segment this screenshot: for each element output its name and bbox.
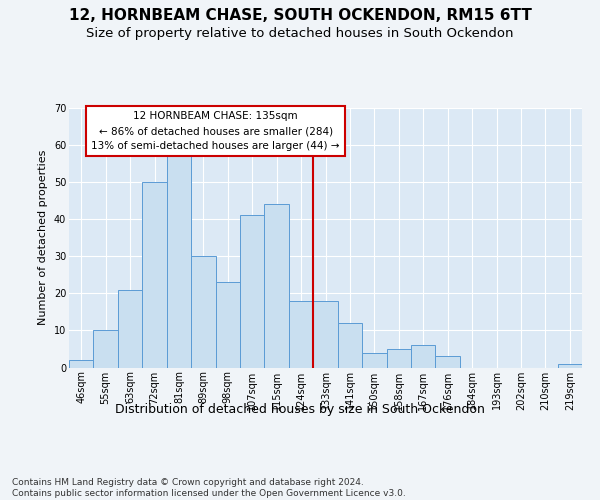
Bar <box>191 256 215 368</box>
Bar <box>118 290 142 368</box>
Bar <box>289 300 313 368</box>
Bar <box>436 356 460 368</box>
Bar <box>313 300 338 368</box>
Bar <box>94 330 118 368</box>
Bar <box>142 182 167 368</box>
Bar <box>215 282 240 368</box>
Bar <box>167 152 191 368</box>
Bar <box>386 349 411 368</box>
Text: 12, HORNBEAM CHASE, SOUTH OCKENDON, RM15 6TT: 12, HORNBEAM CHASE, SOUTH OCKENDON, RM15… <box>68 8 532 22</box>
Text: Distribution of detached houses by size in South Ockendon: Distribution of detached houses by size … <box>115 402 485 415</box>
Text: Size of property relative to detached houses in South Ockendon: Size of property relative to detached ho… <box>86 28 514 40</box>
Bar <box>362 352 386 368</box>
Bar <box>265 204 289 368</box>
Text: 12 HORNBEAM CHASE: 135sqm
← 86% of detached houses are smaller (284)
13% of semi: 12 HORNBEAM CHASE: 135sqm ← 86% of detac… <box>91 111 340 151</box>
Bar <box>411 345 436 368</box>
Bar <box>69 360 94 368</box>
Bar <box>240 215 265 368</box>
Text: Contains HM Land Registry data © Crown copyright and database right 2024.
Contai: Contains HM Land Registry data © Crown c… <box>12 478 406 498</box>
Bar <box>338 323 362 368</box>
Bar <box>557 364 582 368</box>
Y-axis label: Number of detached properties: Number of detached properties <box>38 150 48 325</box>
